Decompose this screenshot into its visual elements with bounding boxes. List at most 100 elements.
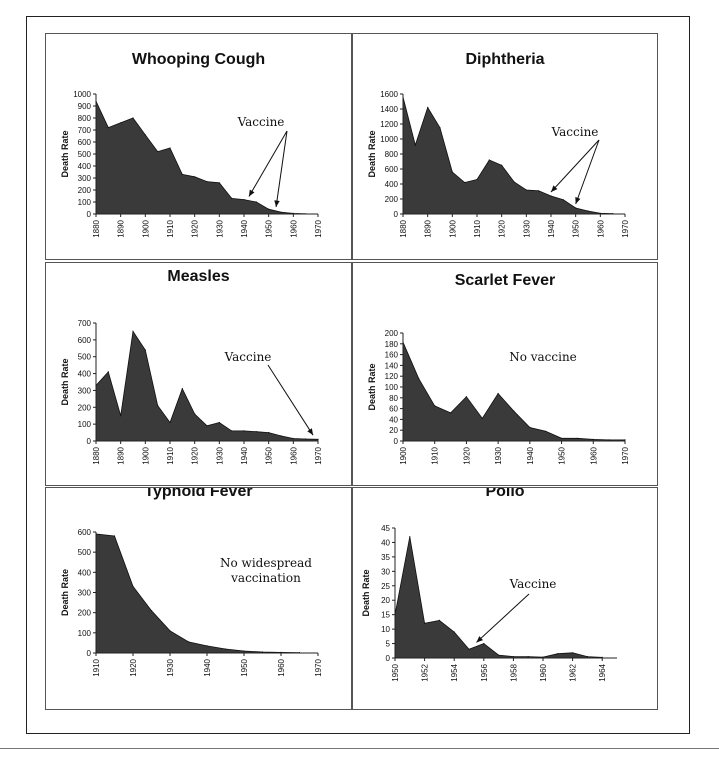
chart-title: Typhoid Fever — [144, 488, 252, 500]
data-point — [157, 405, 159, 407]
data-point — [268, 432, 270, 434]
x-tick-label: 1970 — [314, 446, 323, 464]
x-tick-label: 1954 — [450, 663, 459, 681]
data-point — [169, 630, 171, 632]
data-point — [157, 151, 159, 153]
data-point — [292, 437, 294, 440]
chart-svg: Measles 0 100 200 300 400 500 600 700 1880 1890 190… — [60, 268, 323, 465]
data-point — [468, 648, 470, 650]
chart-svg: Polio 0 5 10 15 20 25 30 35 40 45 1950 1952 1954 1956 1… — [361, 488, 617, 682]
data-point — [120, 415, 122, 417]
data-point — [132, 330, 134, 332]
y-tick-label: 0 — [394, 437, 399, 446]
data-point — [218, 421, 220, 424]
annotation-arrowhead — [307, 428, 314, 436]
chart-svg: Diphtheria 0 200 400 600 800 1000 1200 1400 1600 1… — [367, 51, 630, 238]
y-tick-label: 0 — [394, 210, 399, 219]
x-tick-label: 1910 — [431, 446, 440, 464]
y-tick-label: 400 — [78, 370, 92, 379]
y-axis-label: Death Rate — [60, 130, 70, 177]
y-tick-label: 200 — [385, 195, 399, 204]
chart-panel-scarlet-fever: Scarlet Fever 0 20 40 60 80 100 120 140 160 180 200… — [352, 262, 658, 486]
data-point — [255, 431, 257, 433]
annotation-arrowhead — [476, 636, 483, 643]
y-tick-label: 5 — [386, 640, 391, 649]
data-point — [538, 190, 540, 192]
y-tick-label: 300 — [78, 386, 92, 395]
data-area — [402, 342, 626, 442]
x-tick-label: 1930 — [522, 219, 531, 237]
data-point — [194, 413, 196, 415]
data-point — [132, 585, 134, 587]
data-point — [592, 438, 594, 440]
x-tick-label: 1960 — [596, 219, 605, 237]
x-tick-label: 1950 — [265, 219, 274, 237]
x-tick-label: 1920 — [462, 446, 471, 464]
chart-title: Polio — [485, 488, 524, 500]
data-point — [150, 610, 153, 612]
y-tick-label: 180 — [385, 340, 399, 349]
y-tick-label: 160 — [385, 351, 399, 360]
data-point — [451, 171, 453, 173]
data-point — [224, 648, 227, 650]
y-tick-label: 800 — [78, 114, 92, 123]
x-tick-label: 1970 — [314, 219, 323, 237]
x-tick-label: 1956 — [480, 663, 489, 681]
data-area — [95, 330, 319, 442]
y-tick-label: 60 — [389, 405, 398, 414]
x-tick-label: 1970 — [314, 658, 323, 676]
data-point — [144, 134, 146, 136]
y-tick-label: 1200 — [380, 120, 398, 129]
y-tick-label: 15 — [381, 611, 390, 620]
data-point — [542, 656, 544, 658]
chart-panel-typhoid-fever: Typhoid Fever 0 100 200 300 400 500 600 1910 1920… — [45, 487, 352, 710]
x-tick-label: 1950 — [558, 446, 567, 464]
chart-panel-polio: Polio 0 5 10 15 20 25 30 35 40 45 1950 1952 1954 1956 1… — [352, 487, 658, 710]
data-point — [181, 173, 183, 175]
y-tick-label: 0 — [386, 654, 391, 663]
data-point — [488, 159, 490, 161]
annotation-arrow — [550, 139, 600, 193]
x-tick-label: 1960 — [277, 658, 286, 676]
bottom-rule — [0, 748, 719, 749]
data-point — [529, 426, 531, 429]
x-tick-label: 1910 — [473, 219, 482, 237]
x-tick-label: 1910 — [166, 446, 175, 464]
y-tick-label: 900 — [78, 102, 92, 111]
y-tick-label: 30 — [381, 567, 390, 576]
y-tick-label: 500 — [78, 150, 92, 159]
data-point — [218, 182, 220, 184]
x-tick-label: 1958 — [509, 663, 518, 681]
data-point — [206, 645, 208, 647]
x-tick-label: 1910 — [166, 219, 175, 237]
data-area — [95, 533, 300, 654]
data-point — [268, 208, 270, 210]
data-point — [587, 210, 589, 212]
annotation-arrow — [267, 364, 314, 436]
x-tick-label: 1920 — [129, 658, 138, 676]
annotation-text: Vaccine — [551, 125, 599, 139]
y-tick-label: 10 — [381, 625, 390, 634]
data-point — [181, 388, 183, 390]
data-point — [243, 199, 245, 201]
data-point — [512, 656, 514, 658]
data-point — [194, 176, 196, 178]
data-point — [113, 535, 116, 537]
y-tick-label: 35 — [381, 553, 390, 562]
data-point — [465, 396, 467, 398]
chart-panel-whooping-cough: Whooping Cough 0 100 200 300 400 500 600 700 800 9… — [45, 33, 352, 260]
x-tick-label: 1964 — [598, 663, 607, 681]
data-point — [305, 438, 307, 440]
y-axis-label: Death Rate — [367, 130, 377, 177]
y-tick-label: 300 — [78, 174, 92, 183]
y-tick-label: 40 — [389, 415, 398, 424]
y-tick-label: 1000 — [73, 90, 91, 99]
data-point — [497, 392, 499, 395]
y-tick-label: 20 — [381, 596, 390, 605]
annotation-text: vaccination — [230, 571, 301, 585]
y-tick-label: 400 — [385, 180, 399, 189]
data-point — [107, 127, 109, 129]
data-point — [414, 144, 416, 146]
y-tick-label: 100 — [385, 383, 399, 392]
x-tick-label: 1962 — [569, 663, 578, 681]
